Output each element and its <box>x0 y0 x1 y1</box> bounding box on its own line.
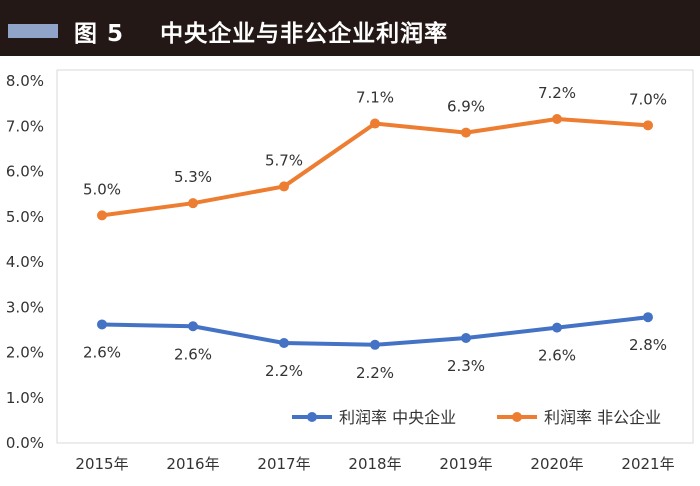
series-group: 2.6% 2.6% 2.2% 2.2% 2.3% 2.6% 2.8% 5.0% 5.3% 5.7%… <box>83 84 667 382</box>
x-tick-label: 2016年 <box>166 455 219 473</box>
y-tick-label: 8.0% <box>6 72 44 90</box>
data-label: 2.6% <box>538 347 576 365</box>
data-label: 5.0% <box>83 180 121 198</box>
data-point <box>552 114 562 125</box>
x-tick-label: 2021年 <box>621 455 674 473</box>
data-label: 2.6% <box>174 345 212 363</box>
x-tick-label: 2017年 <box>257 455 310 473</box>
y-tick-label: 4.0% <box>6 253 44 271</box>
y-tick-label: 6.0% <box>6 163 44 181</box>
x-tick-label: 2019年 <box>439 455 492 473</box>
data-label: 5.3% <box>174 168 212 186</box>
y-axis: 0.0% 1.0% 2.0% 3.0% 4.0% 5.0% 6.0% 7.0% 8.0% <box>6 72 44 452</box>
data-label: 2.8% <box>629 336 667 354</box>
y-tick-label: 5.0% <box>6 208 44 226</box>
data-label: 7.0% <box>629 90 667 108</box>
data-label: 5.7% <box>265 151 303 169</box>
x-tick-label: 2018年 <box>348 455 401 473</box>
plot-frame <box>56 69 694 444</box>
series-central-soe: 2.6% 2.6% 2.2% 2.2% 2.3% 2.6% 2.8% <box>83 312 667 382</box>
x-axis: 2015年 2016年 2017年 2018年 2019年 2020年 2021年 <box>75 455 674 473</box>
data-label: 7.2% <box>538 84 576 102</box>
figure-label: 图 5 <box>74 21 125 47</box>
data-label: 7.1% <box>356 89 394 107</box>
data-label: 2.2% <box>356 364 394 382</box>
legend-label: 利润率 非公企业 <box>544 408 661 427</box>
legend-label: 利润率 中央企业 <box>339 408 456 427</box>
figure-title: 图 5 中央企业与非公企业利润率 <box>74 14 448 48</box>
legend-marker <box>512 412 522 422</box>
data-point <box>279 337 289 348</box>
data-label: 2.3% <box>447 357 485 375</box>
figure-title-text: 中央企业与非公企业利润率 <box>160 21 449 47</box>
y-tick-label: 7.0% <box>6 117 44 135</box>
data-point <box>188 198 198 209</box>
data-point <box>370 339 380 350</box>
data-point <box>279 181 289 192</box>
data-point <box>461 333 471 344</box>
y-tick-label: 0.0% <box>6 434 44 452</box>
data-point <box>370 118 380 129</box>
chart-header: 图 5 中央企业与非公企业利润率 <box>0 0 700 56</box>
header-accent-bar <box>8 24 58 38</box>
series-non-public: 5.0% 5.3% 5.7% 7.1% 6.9% 7.2% 7.0% <box>83 84 667 221</box>
y-tick-label: 1.0% <box>6 389 44 407</box>
data-point <box>188 321 198 332</box>
data-point <box>552 322 562 333</box>
x-tick-label: 2020年 <box>530 455 583 473</box>
data-point <box>643 120 653 131</box>
data-label: 2.6% <box>83 343 121 361</box>
legend-marker <box>307 412 317 422</box>
y-tick-label: 2.0% <box>6 344 44 362</box>
data-point <box>643 312 653 323</box>
legend: 利润率 中央企业 利润率 非公企业 <box>292 408 661 427</box>
x-tick-label: 2015年 <box>75 455 128 473</box>
data-point <box>97 319 107 330</box>
data-label: 6.9% <box>447 98 485 116</box>
data-point <box>461 127 471 138</box>
data-label: 2.2% <box>265 362 303 380</box>
y-tick-label: 3.0% <box>6 298 44 316</box>
data-point <box>97 210 107 221</box>
